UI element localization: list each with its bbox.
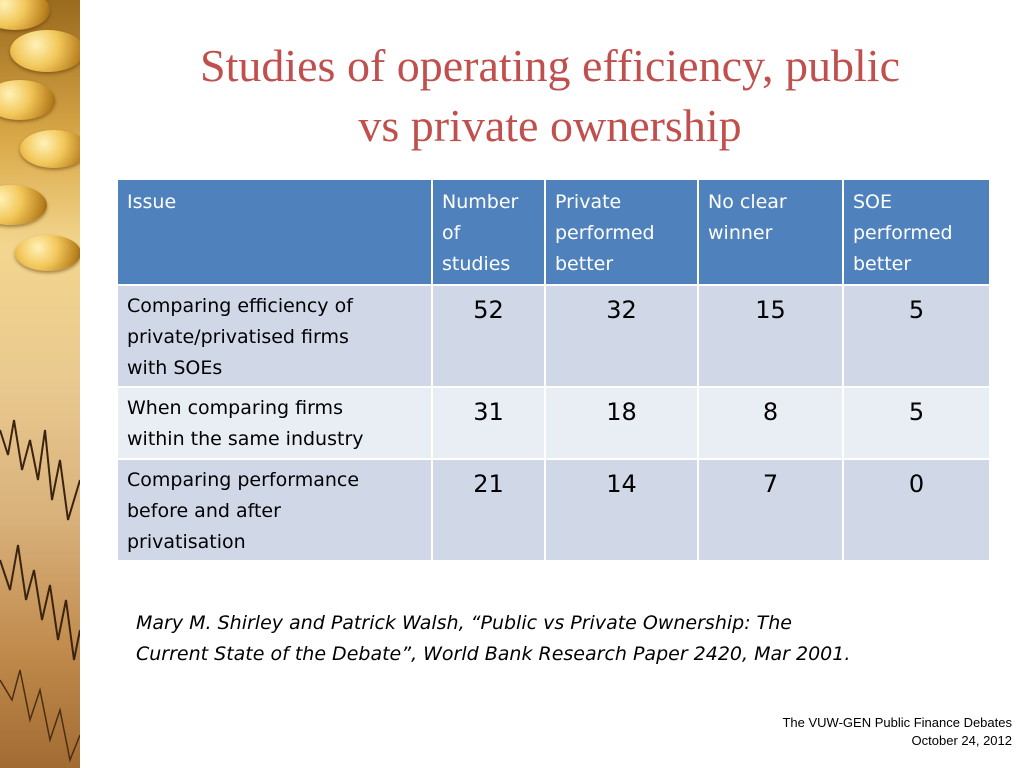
- slide-title-line-2: vs private ownership: [358, 100, 742, 151]
- slide-title: Studies of operating efficiency, public …: [100, 36, 1000, 156]
- stock-chart-icon: [0, 419, 80, 763]
- cell-number-of-studies: 21: [431, 458, 546, 562]
- slide-title-line-1: Studies of operating efficiency, public: [199, 40, 901, 91]
- cell-soe-better: 0: [842, 458, 991, 562]
- cell-number-of-studies: 31: [431, 386, 546, 460]
- coin-icon: [20, 130, 80, 168]
- footer-event-name: The VUW-GEN Public Finance Debates: [782, 715, 1012, 730]
- citation: Mary M. Shirley and Patrick Walsh, “Publ…: [136, 608, 936, 670]
- citation-line-2: Current State of the Debate”, World Bank…: [136, 643, 851, 665]
- coin-icon: [15, 235, 80, 271]
- footer-date: October 24, 2012: [911, 733, 1012, 748]
- header-private-performed-better: Private performed better: [544, 178, 699, 286]
- cell-no-clear-winner: 15: [697, 284, 844, 388]
- cell-private-better: 18: [544, 386, 699, 460]
- decorative-coins-image: [0, 0, 80, 768]
- table-row: When comparing firms within the same indu…: [116, 386, 991, 460]
- header-no-clear-winner: No clear winner: [697, 178, 844, 286]
- studies-table: Issue Number of studies Private performed be…: [116, 178, 991, 562]
- header-issue: Issue: [116, 178, 433, 286]
- cell-issue: Comparing performance before and after pri…: [116, 458, 433, 562]
- cell-issue: When comparing firms within the same indu…: [116, 386, 433, 460]
- table-row: Comparing performance before and after pri…: [116, 458, 991, 562]
- cell-no-clear-winner: 7: [697, 458, 844, 562]
- cell-soe-better: 5: [842, 386, 991, 460]
- cell-no-clear-winner: 8: [697, 386, 844, 460]
- citation-line-1: Mary M. Shirley and Patrick Walsh, “Publ…: [136, 612, 792, 634]
- coin-icon: [0, 80, 55, 120]
- header-number-of-studies: Number of studies: [431, 178, 546, 286]
- cell-private-better: 32: [544, 284, 699, 388]
- coin-icon: [10, 30, 80, 72]
- table-row: Comparing efficiency of private/privatise…: [116, 284, 991, 388]
- table-header-row: Issue Number of studies Private performed be…: [116, 178, 991, 286]
- cell-number-of-studies: 52: [431, 284, 546, 388]
- header-soe-performed-better: SOE performed better: [842, 178, 991, 286]
- cell-issue: Comparing efficiency of private/privatise…: [116, 284, 433, 388]
- slide-footer: The VUW-GEN Public Finance Debates Octob…: [782, 714, 1012, 750]
- cell-soe-better: 5: [842, 284, 991, 388]
- cell-private-better: 14: [544, 458, 699, 562]
